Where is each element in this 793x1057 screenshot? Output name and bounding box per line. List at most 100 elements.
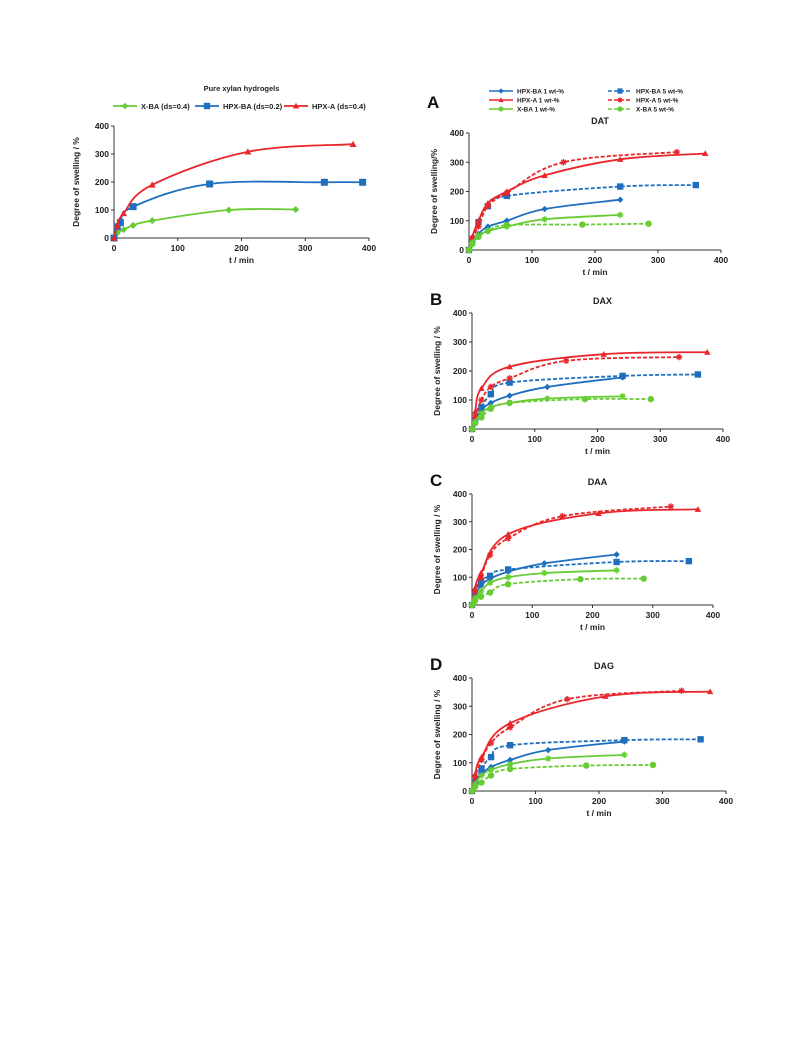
data-point (504, 566, 512, 573)
y-axis-label: Degree of swelling / % (432, 504, 442, 594)
data-point (541, 216, 548, 223)
data-point (478, 779, 485, 786)
data-point (704, 348, 711, 355)
legend-label: HPX-BA 5 wt-% (636, 89, 683, 96)
data-point (478, 756, 485, 764)
data-point (562, 357, 570, 365)
y-tick-label: 200 (453, 366, 467, 376)
y-tick-label: 0 (104, 233, 109, 243)
data-point (675, 353, 683, 361)
x-tick-label: 400 (716, 434, 730, 444)
x-axis-label: t / min (580, 622, 605, 632)
data-point (468, 235, 476, 242)
data-point (617, 196, 624, 203)
data-point (613, 558, 620, 566)
data-point (120, 209, 128, 217)
data-point (292, 205, 300, 213)
x-tick-label: 0 (112, 243, 117, 253)
panel-letter: A (427, 93, 439, 112)
y-tick-label: 200 (453, 730, 467, 740)
legend-marker (203, 102, 211, 110)
data-point (621, 751, 628, 759)
legend-label: HPX-A (ds=0.4) (312, 102, 366, 111)
data-point (541, 569, 548, 577)
legend-label: HPX-A 5 wt-% (636, 98, 679, 105)
y-axis-label: Degree of swelling / % (71, 137, 81, 227)
data-point (506, 379, 513, 386)
data-point (349, 140, 357, 147)
data-point (471, 597, 479, 605)
data-point (619, 393, 626, 400)
data-point (667, 503, 675, 510)
data-point (506, 742, 514, 749)
data-point (148, 181, 156, 188)
panel-letter: B (430, 290, 442, 309)
data-point (478, 414, 485, 421)
y-tick-label: 300 (453, 701, 467, 711)
y-tick-label: 400 (453, 308, 467, 318)
data-point (465, 246, 473, 254)
y-tick-label: 100 (95, 205, 109, 215)
x-tick-label: 0 (470, 610, 475, 620)
data-point (206, 180, 214, 188)
x-tick-label: 200 (592, 796, 606, 806)
x-axis-label: t / min (585, 446, 610, 456)
data-point (506, 375, 513, 382)
legend: X-BA (ds=0.4) HPX-BA (ds=0.2) HPX-A (ds=0.… (113, 102, 366, 111)
y-tick-label: 300 (95, 149, 109, 159)
data-point (487, 772, 495, 779)
x-tick-label: 200 (590, 434, 604, 444)
legend-label: X-BA 1 wt-% (517, 107, 555, 114)
x-tick-label: 400 (362, 243, 376, 253)
data-point (129, 203, 137, 211)
data-point (506, 724, 514, 731)
data-point (471, 414, 479, 421)
chart-title: Pure xylan hydrogels (204, 84, 280, 93)
data-point (320, 178, 328, 186)
data-point (613, 551, 620, 558)
panel-letter: D (430, 655, 442, 674)
series-x-ba-5-wt- (468, 575, 647, 609)
series-x-ba-5-wt- (465, 220, 652, 254)
data-point (486, 589, 494, 596)
data-point (487, 383, 495, 391)
x-tick-label: 300 (653, 434, 667, 444)
data-point (477, 578, 485, 585)
legend-marker (617, 97, 623, 103)
x-tick-label: 400 (714, 255, 728, 265)
data-point (600, 350, 607, 357)
data-point (471, 420, 479, 427)
data-point (487, 766, 495, 774)
data-point (486, 551, 494, 559)
data-point (697, 736, 704, 743)
data-point (359, 178, 367, 186)
data-point (471, 773, 479, 781)
x-tick-label: 100 (528, 796, 542, 806)
x-tick-label: 200 (234, 243, 248, 253)
data-point (129, 221, 137, 229)
y-tick-label: 300 (450, 157, 464, 167)
legend-marker (292, 102, 300, 109)
data-point (475, 233, 482, 241)
data-point (477, 582, 485, 589)
data-point (692, 181, 699, 189)
legend-marker (498, 88, 504, 94)
data-point (148, 217, 156, 225)
x-axis-label: t / min (582, 267, 607, 277)
data-point (581, 395, 589, 403)
y-tick-label: 0 (462, 600, 467, 610)
chart-title: DAG (594, 661, 614, 671)
data-point (478, 385, 485, 391)
data-point (225, 206, 233, 214)
legend-marker (121, 102, 129, 110)
y-tick-label: 400 (453, 489, 467, 499)
data-point (486, 572, 494, 580)
data-point (602, 693, 609, 699)
y-axis-label: Degree of swelling / % (432, 326, 442, 416)
data-point (617, 211, 624, 219)
chart-3: C DAA 0 100 200 300 400 0 100 200 300 400 t / min Deg… (430, 471, 720, 632)
data-point (113, 221, 121, 229)
data-point (506, 756, 514, 764)
y-tick-label: 400 (453, 673, 467, 683)
